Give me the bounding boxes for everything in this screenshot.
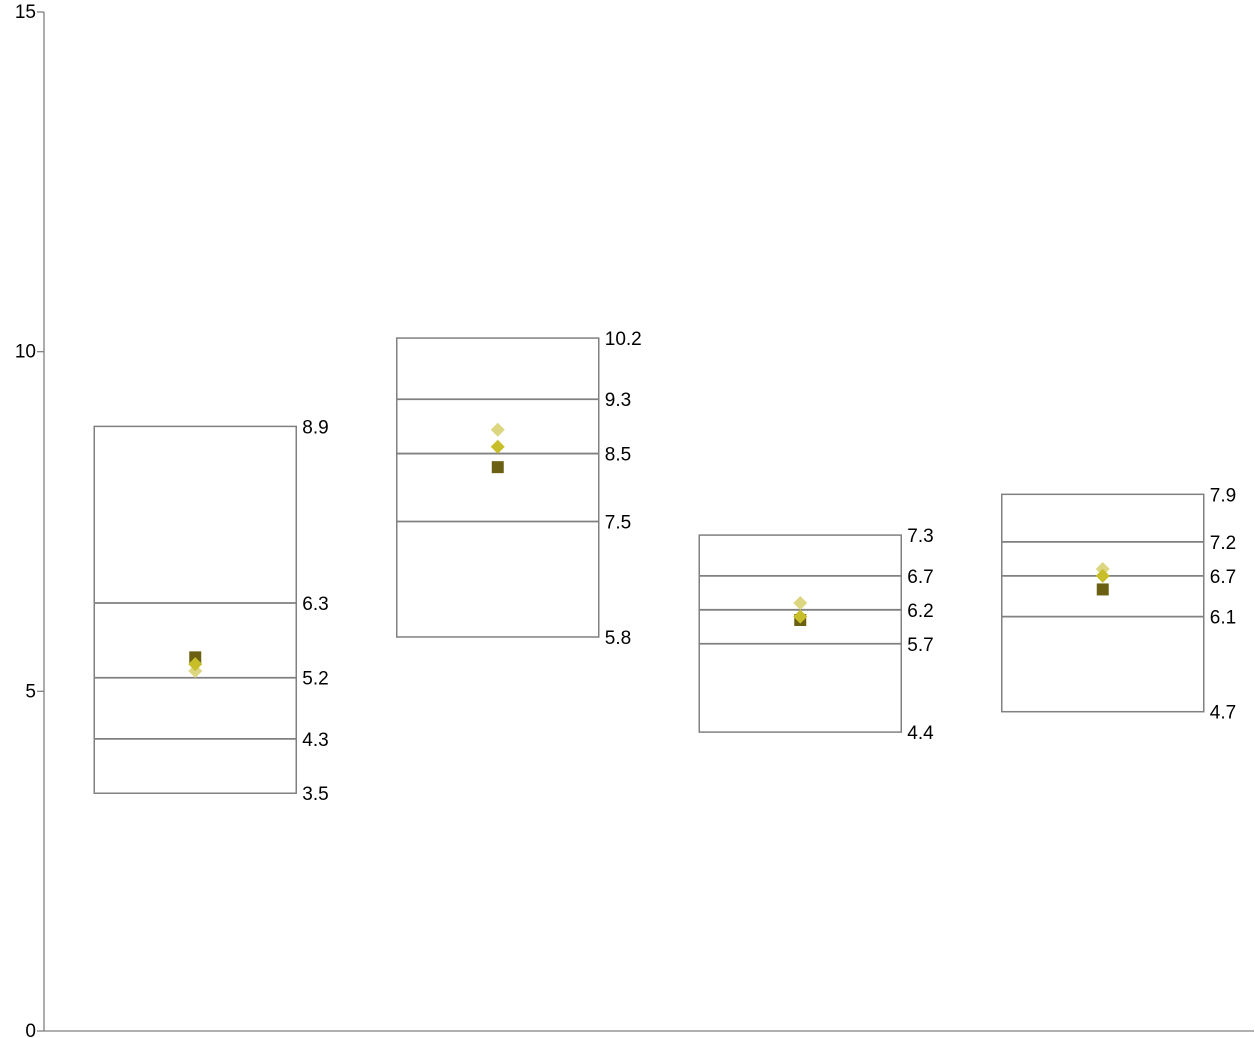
y-axis: 0 5 10 15 <box>15 2 45 1038</box>
box-level-label: 6.7 <box>1210 567 1236 588</box>
box-level-label: 4.4 <box>907 723 934 744</box>
box-outline <box>1001 493 1205 713</box>
box-level-label: 5.2 <box>302 669 328 690</box>
box-plot: 3.5 4.3 5.2 6.3 8.9 <box>93 417 329 805</box>
box-level-label: 9.3 <box>605 390 631 411</box>
box-level-label: 7.9 <box>1210 485 1236 506</box>
square-marker <box>1096 583 1109 596</box>
light-diamond-marker <box>793 596 808 611</box>
diamond-marker <box>793 609 808 624</box>
diamond-marker <box>188 657 203 672</box>
box-level-label: 6.1 <box>1210 608 1236 629</box>
box-level-label: 7.3 <box>907 526 933 547</box>
box-level-label: 7.5 <box>605 513 631 534</box>
box-level-label: 4.3 <box>302 730 328 751</box>
diamond-marker <box>490 439 505 454</box>
box-level-label: 5.7 <box>907 635 933 656</box>
box-plot: 5.8 7.5 8.5 9.3 10.2 <box>396 329 642 649</box>
box-level-label: 8.5 <box>605 445 631 466</box>
box-level-label: 7.2 <box>1210 533 1236 554</box>
box-outline <box>93 425 297 794</box>
box-outline <box>698 534 902 733</box>
y-tick-label: 15 <box>15 2 36 23</box>
light-diamond-marker <box>490 422 505 437</box>
box-level-label: 6.3 <box>302 594 328 615</box>
box-plot: 4.4 5.7 6.2 6.7 7.3 <box>698 526 934 744</box>
box-level-label: 10.2 <box>605 329 642 350</box>
box-level-label: 6.2 <box>907 601 933 622</box>
box-plots: 3.5 4.3 5.2 6.3 8.9 5.8 7.5 8.5 9.3 10.2 4.4 5.7 6.2… <box>93 329 1236 805</box>
square-marker <box>491 461 504 474</box>
box-level-label: 3.5 <box>302 784 328 805</box>
y-tick-label: 10 <box>15 342 36 363</box>
box-plot: 4.7 6.1 6.7 7.2 7.9 <box>1001 485 1236 724</box>
diamond-marker <box>1095 568 1110 583</box>
box-level-label: 5.8 <box>605 628 631 649</box>
box-level-label: 8.9 <box>302 417 328 438</box>
y-tick-label: 0 <box>25 1021 36 1038</box>
box-level-label: 6.7 <box>907 567 933 588</box>
y-tick-label: 5 <box>25 681 36 702</box>
box-level-label: 4.7 <box>1210 703 1236 724</box>
box-outline <box>396 337 600 638</box>
